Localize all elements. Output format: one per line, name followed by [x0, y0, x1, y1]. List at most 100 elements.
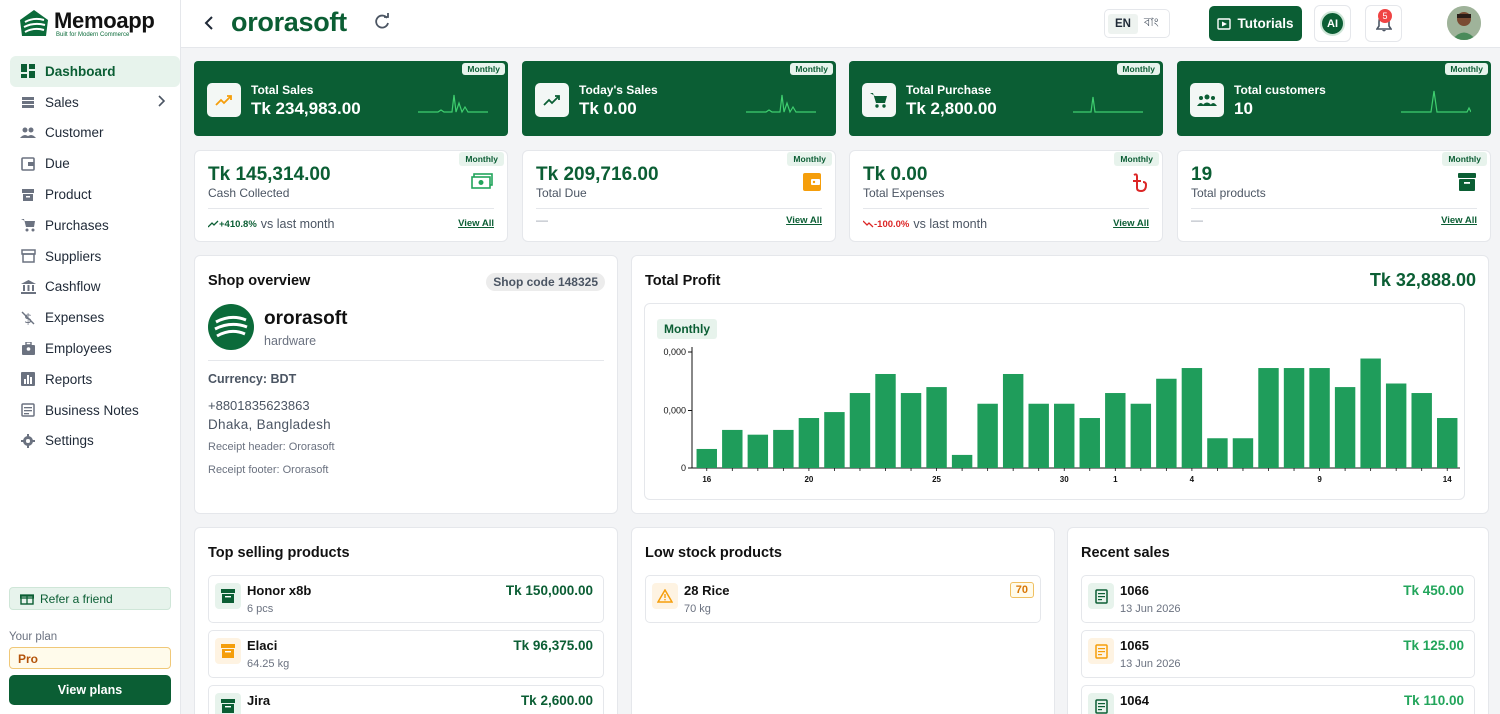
- chart-bar[interactable]: [849, 393, 871, 468]
- chart-bar[interactable]: [1258, 368, 1279, 468]
- customer-icon: [20, 125, 36, 141]
- ai-button[interactable]: AI: [1314, 5, 1351, 42]
- trending-up-icon: [208, 220, 219, 228]
- trend-text: vs last month: [260, 217, 335, 231]
- chart-bar[interactable]: [696, 448, 717, 468]
- monthly-badge: Monthly: [787, 152, 832, 166]
- chart-bar[interactable]: [1130, 403, 1152, 468]
- chart-period-badge[interactable]: Monthly: [657, 319, 717, 339]
- list-item[interactable]: 1066 13 Jun 2026 Tk 450.00: [1081, 575, 1475, 623]
- chart-bar[interactable]: [722, 429, 743, 468]
- taka-icon: [1133, 173, 1148, 193]
- card-total-products: Monthly 19 Total products — View All: [1177, 150, 1491, 242]
- sidebar-item-business-notes[interactable]: Business Notes: [10, 395, 180, 426]
- chart-bar[interactable]: [1028, 403, 1049, 468]
- card-label: Total Due: [536, 186, 587, 200]
- app-logo[interactable]: Memoapp Built for Modern Commerce: [18, 8, 155, 40]
- stat-todays-sales[interactable]: Monthly Today's Sales Tk 0.00: [522, 61, 836, 136]
- chart-bar[interactable]: [900, 393, 922, 468]
- chart-bar[interactable]: [1437, 418, 1458, 468]
- shop-logo-icon: [208, 304, 254, 350]
- sidebar-item-suppliers[interactable]: Suppliers: [10, 241, 180, 272]
- chart-bar[interactable]: [951, 454, 973, 468]
- chart-bar[interactable]: [1411, 393, 1432, 468]
- view-all-link[interactable]: View All: [458, 218, 494, 229]
- chart-bar[interactable]: [1207, 438, 1228, 468]
- chart-bar[interactable]: [1079, 418, 1100, 468]
- chart-bar[interactable]: [1105, 393, 1126, 468]
- chevron-right-icon: [156, 95, 166, 110]
- sidebar-item-product[interactable]: Product: [10, 179, 180, 210]
- sidebar: Memoapp Built for Modern Commerce Dashbo…: [0, 0, 181, 714]
- app-tagline: Built for Modern Commerce: [56, 31, 130, 38]
- x-tick-label: 1: [1113, 475, 1118, 484]
- notes-icon: [20, 402, 36, 418]
- sidebar-item-reports[interactable]: Reports: [10, 364, 180, 395]
- card-label: Total Expenses: [863, 186, 945, 200]
- chart-bar[interactable]: [1156, 378, 1177, 468]
- view-all-link[interactable]: View All: [786, 215, 822, 226]
- list-item[interactable]: Jira Tk 2,600.00: [208, 685, 604, 714]
- stat-label: Total Sales: [251, 83, 314, 97]
- trend-placeholder: —: [536, 213, 548, 227]
- chart-bar[interactable]: [1232, 438, 1254, 468]
- chart-bar[interactable]: [977, 403, 998, 468]
- back-button[interactable]: [203, 14, 215, 37]
- stat-total-customers[interactable]: Monthly Total customers 10: [1177, 61, 1491, 136]
- top-selling-panel: Top selling products Honor x8b 6 pcs Tk …: [194, 527, 618, 714]
- refresh-button[interactable]: [373, 13, 391, 36]
- list-item[interactable]: Elaci 64.25 kg Tk 96,375.00: [208, 630, 604, 678]
- list-item[interactable]: 28 Rice 70 kg 70: [645, 575, 1041, 623]
- chart-bar[interactable]: [926, 387, 947, 468]
- sale-date: 13 Jun 2026: [1120, 603, 1181, 615]
- card-value: Tk 209,716.00: [536, 164, 659, 185]
- sidebar-item-dashboard[interactable]: Dashboard: [10, 56, 180, 87]
- sidebar-item-employees[interactable]: Employees: [10, 333, 180, 364]
- sidebar-item-settings[interactable]: Settings: [10, 426, 180, 457]
- chart-bar[interactable]: [1360, 358, 1381, 468]
- chart-bar[interactable]: [1334, 387, 1356, 468]
- user-avatar[interactable]: [1447, 6, 1481, 40]
- receipt-icon: [1088, 638, 1114, 664]
- stat-total-sales[interactable]: Monthly Total Sales Tk 234,983.00: [194, 61, 508, 136]
- topbar: ororasoft EN বাং Tutorials AI 5: [181, 0, 1500, 48]
- chart-bar[interactable]: [1002, 373, 1024, 468]
- receipt-icon: [1088, 693, 1114, 714]
- sidebar-item-sales[interactable]: Sales: [10, 87, 180, 118]
- shop-phone: +8801835623863: [208, 398, 310, 413]
- profit-chart: Monthly 0,000 0,000 0 16 20 25 30 1 4 9 14: [644, 303, 1465, 500]
- shop-currency: Currency: BDT: [208, 372, 297, 386]
- chart-bar[interactable]: [875, 373, 896, 468]
- stat-total-purchase[interactable]: Monthly Total Purchase Tk 2,800.00: [849, 61, 1163, 136]
- view-plans-button[interactable]: View plans: [9, 675, 171, 705]
- notifications-button[interactable]: 5: [1365, 5, 1402, 42]
- monthly-badge: Monthly: [790, 63, 833, 75]
- lang-en-button[interactable]: EN: [1108, 13, 1138, 34]
- chart-bar[interactable]: [798, 418, 820, 468]
- chart-bar[interactable]: [1283, 368, 1305, 468]
- list-item[interactable]: 1064 Tk 110.00: [1081, 685, 1475, 714]
- list-item[interactable]: 1065 13 Jun 2026 Tk 125.00: [1081, 630, 1475, 678]
- chart-bar[interactable]: [747, 434, 769, 468]
- tutorials-button[interactable]: Tutorials: [1209, 6, 1302, 41]
- chart-bar[interactable]: [773, 429, 794, 468]
- sidebar-item-expenses[interactable]: $ Expenses: [10, 302, 180, 333]
- lang-bn-button[interactable]: বাং: [1143, 17, 1159, 29]
- sidebar-item-cashflow[interactable]: Cashflow: [10, 272, 180, 303]
- cart-icon: [862, 83, 896, 117]
- list-item[interactable]: Honor x8b 6 pcs Tk 150,000.00: [208, 575, 604, 623]
- sale-date: 13 Jun 2026: [1120, 658, 1181, 670]
- sidebar-item-customer[interactable]: Customer: [10, 118, 180, 149]
- view-all-link[interactable]: View All: [1113, 218, 1149, 229]
- chart-bar[interactable]: [1181, 368, 1203, 468]
- total-profit-panel: Total Profit Tk 32,888.00 Monthly 0,000 0…: [631, 255, 1489, 514]
- view-all-link[interactable]: View All: [1441, 215, 1477, 226]
- sidebar-item-due[interactable]: Due: [10, 148, 180, 179]
- chart-bar[interactable]: [1309, 368, 1330, 468]
- sidebar-item-purchases[interactable]: Purchases: [10, 210, 180, 241]
- chart-bar[interactable]: [1054, 403, 1075, 468]
- chart-bar[interactable]: [824, 412, 845, 468]
- refer-friend-button[interactable]: Refer a friend: [9, 587, 171, 610]
- chart-bar[interactable]: [1385, 383, 1407, 468]
